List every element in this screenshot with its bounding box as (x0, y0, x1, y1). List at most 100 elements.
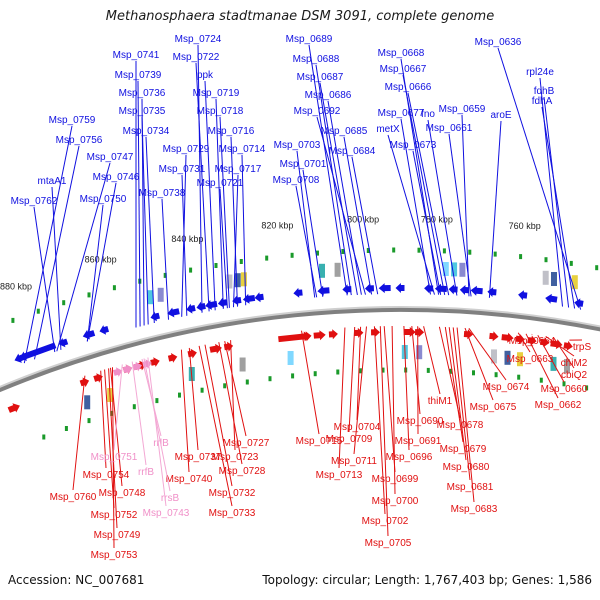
forward-gene-arrow[interactable] (470, 285, 483, 296)
forward-gene-arrow[interactable] (150, 311, 161, 322)
forward-gene-arrow[interactable] (364, 283, 374, 294)
reverse-gene-arrow[interactable] (563, 340, 573, 351)
forward-gene-label[interactable]: Msp_0688 (293, 54, 340, 65)
feature-block[interactable] (416, 345, 423, 360)
forward-gene-arrow[interactable] (205, 300, 218, 310)
reverse-gene-arrow[interactable] (540, 337, 550, 348)
forward-gene-arrow[interactable] (395, 283, 405, 293)
reverse-gene-arrow[interactable] (187, 348, 197, 359)
forward-gene-label[interactable]: Msp_0739 (115, 70, 162, 81)
forward-gene-label[interactable]: Msp_0734 (123, 126, 170, 137)
forward-gene-label[interactable]: Msp_0735 (119, 106, 166, 117)
forward-gene-label[interactable]: fno (421, 109, 435, 120)
feature-block[interactable] (491, 349, 497, 364)
forward-gene-arrow[interactable] (487, 287, 497, 297)
forward-gene-label[interactable]: Msp_0684 (329, 146, 376, 157)
reverse-gene-label[interactable]: Msp_0662 (535, 400, 582, 411)
feature-block[interactable] (234, 273, 241, 288)
forward-gene-arrow[interactable] (19, 342, 57, 361)
reverse-gene-arrow[interactable] (415, 327, 425, 338)
reverse-gene-label[interactable]: Msp_0713 (316, 470, 363, 481)
forward-gene-label[interactable]: Msp_0667 (380, 64, 427, 75)
reverse-gene-label[interactable]: Msp_0715 (296, 436, 343, 447)
forward-gene-label[interactable]: Msp_0666 (385, 82, 432, 93)
rna-gene-arrow[interactable] (122, 364, 133, 375)
forward-gene-arrow[interactable] (58, 337, 69, 348)
reverse-gene-arrow[interactable] (403, 327, 416, 337)
reverse-gene-label[interactable]: chiM2 (561, 358, 588, 369)
feature-block[interactable] (157, 287, 164, 302)
reverse-gene-label[interactable]: Msp_0691 (395, 436, 442, 447)
feature-block[interactable] (287, 351, 294, 365)
reverse-gene-label[interactable]: Msp_0660 (541, 384, 588, 395)
reverse-gene-label[interactable]: Msp_0702 (362, 516, 409, 527)
forward-gene-label[interactable]: Msp_0659 (439, 104, 486, 115)
forward-gene-label[interactable]: fdhB (534, 86, 555, 97)
forward-gene-label[interactable]: Msp_0718 (197, 106, 244, 117)
forward-gene-label[interactable]: Msp_0738 (139, 188, 186, 199)
forward-gene-label[interactable]: Msp_0722 (173, 52, 220, 63)
forward-gene-arrow[interactable] (186, 303, 196, 314)
reverse-gene-arrow[interactable] (328, 329, 338, 340)
forward-gene-arrow[interactable] (342, 284, 352, 295)
feature-block[interactable] (84, 395, 91, 410)
reverse-gene-arrow[interactable] (371, 327, 380, 338)
forward-gene-arrow[interactable] (196, 301, 206, 312)
reverse-gene-arrow[interactable] (302, 331, 312, 342)
forward-gene-arrow[interactable] (99, 325, 110, 335)
rna-gene-label[interactable]: Msp_0751 (91, 452, 138, 463)
forward-gene-label[interactable]: Msp_0716 (208, 126, 255, 137)
reverse-gene-arrow[interactable] (150, 357, 160, 367)
forward-gene-label[interactable]: Msp_0721 (197, 178, 244, 189)
forward-gene-arrow[interactable] (518, 290, 528, 301)
forward-gene-label[interactable]: Msp_0736 (119, 88, 166, 99)
forward-gene-label[interactable]: Msp_0724 (175, 34, 222, 45)
forward-gene-label[interactable]: ppk (197, 70, 214, 81)
feature-block[interactable] (239, 357, 246, 372)
forward-gene-label[interactable]: Msp_0717 (215, 164, 262, 175)
forward-gene-arrow[interactable] (378, 283, 391, 294)
forward-gene-arrow[interactable] (317, 285, 330, 296)
reverse-gene-label[interactable]: Msp_0760 (50, 492, 97, 503)
reverse-gene-label[interactable]: Msp_0674 (483, 382, 530, 393)
reverse-gene-label[interactable]: Msp_0704 (334, 422, 381, 433)
forward-gene-label[interactable]: fdhA (532, 96, 553, 107)
reverse-gene-arrow[interactable] (501, 332, 514, 343)
forward-gene-label[interactable]: Msp_0701 (280, 159, 327, 170)
feature-block[interactable] (459, 262, 466, 277)
forward-gene-arrow[interactable] (545, 293, 558, 304)
reverse-gene-arrow[interactable] (167, 353, 178, 363)
forward-gene-label[interactable]: Msp_0731 (159, 164, 206, 175)
forward-gene-label[interactable]: Msp_0685 (321, 126, 368, 137)
forward-gene-label[interactable]: Msp_0686 (305, 90, 352, 101)
reverse-gene-label[interactable]: Msp_0723 (212, 452, 259, 463)
forward-gene-label[interactable]: Msp_0703 (274, 140, 321, 151)
forward-gene-label[interactable]: Msp_0708 (273, 175, 320, 186)
forward-gene-arrow[interactable] (242, 293, 256, 304)
forward-gene-label[interactable]: aroE (490, 110, 511, 121)
reverse-gene-label[interactable]: Msp_0711 (331, 456, 377, 467)
feature-block[interactable] (334, 262, 341, 277)
forward-gene-arrow[interactable] (167, 307, 180, 318)
reverse-gene-label[interactable]: Msp_0748 (99, 488, 146, 499)
forward-gene-label[interactable]: Msp_0689 (286, 34, 333, 45)
reverse-gene-arrow[interactable] (209, 343, 222, 354)
reverse-gene-label[interactable]: Msp_0663 (507, 354, 554, 365)
reverse-gene-label[interactable]: Msp_0690 (397, 416, 444, 427)
reverse-gene-label[interactable]: Msp_0675 (470, 402, 517, 413)
forward-gene-label[interactable]: Msp_0729 (163, 144, 210, 155)
forward-gene-label[interactable]: Msp_0762 (11, 196, 58, 207)
reverse-gene-label[interactable]: Msp_0681 (447, 482, 494, 493)
reverse-gene-label[interactable]: cbiQ2 (561, 370, 588, 381)
reverse-gene-label[interactable]: Msp_0683 (451, 504, 498, 515)
reverse-gene-arrow[interactable] (7, 403, 20, 413)
forward-gene-label[interactable]: Msp_0741 (113, 50, 160, 61)
forward-gene-label[interactable]: Msp_0687 (297, 72, 344, 83)
rna-gene-arrow[interactable] (112, 367, 123, 377)
reverse-gene-arrow[interactable] (354, 327, 364, 338)
forward-gene-label[interactable]: metX (376, 124, 400, 135)
forward-gene-arrow[interactable] (254, 292, 264, 303)
rna-gene-arrow[interactable] (132, 361, 143, 372)
forward-gene-label[interactable]: Msp_0759 (49, 115, 96, 126)
forward-gene-label[interactable]: Msp_0750 (80, 194, 127, 205)
